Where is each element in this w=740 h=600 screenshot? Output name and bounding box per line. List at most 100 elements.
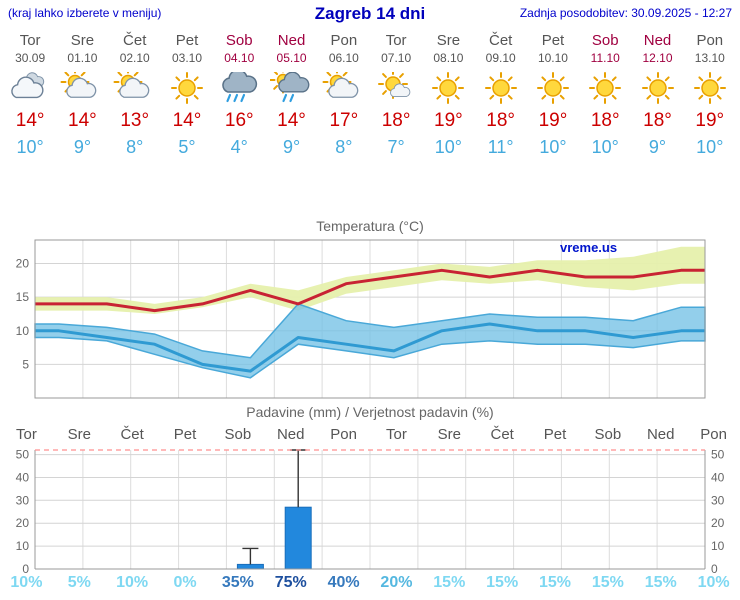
precip-probability: 15% bbox=[644, 574, 677, 591]
precipitation-probability-row: 10% 5% 10% 0% 35% 75% 40% 20% 15% 15% 15% 15% 15% 10% bbox=[0, 574, 740, 592]
precip-bar bbox=[236, 563, 264, 570]
day-min-temp: 10° bbox=[591, 137, 619, 157]
precip-probability: 20% bbox=[380, 574, 413, 591]
day-date: 07.10 bbox=[381, 51, 412, 65]
day-max-temp: 14° bbox=[172, 110, 202, 131]
day-min-temp: 8° bbox=[335, 137, 353, 157]
temperature-chart-title: Temperatura (°C) bbox=[316, 218, 424, 234]
day-date: 13.10 bbox=[694, 51, 725, 65]
day-column: Pet 03.10 14° 5° bbox=[161, 32, 213, 158]
day-name: Sob bbox=[225, 32, 253, 49]
day-max-temp: 13° bbox=[120, 110, 150, 131]
svg-text:10: 10 bbox=[16, 539, 30, 553]
svg-text:40: 40 bbox=[711, 471, 725, 485]
svg-text:50: 50 bbox=[16, 448, 30, 462]
precip-probability: 0% bbox=[173, 574, 197, 591]
day-column: Tor 30.09 14° 10° bbox=[4, 32, 56, 158]
day-max-temp: 14° bbox=[15, 110, 45, 131]
day-date: 11.10 bbox=[590, 51, 620, 65]
day-column: Ned 05.10 14° 9° bbox=[265, 32, 317, 158]
day-date: 05.10 bbox=[276, 51, 307, 65]
precip-day-label: Pet bbox=[173, 426, 197, 443]
day-min-temp: 4° bbox=[230, 137, 248, 157]
site-watermark[interactable]: vreme.us bbox=[560, 240, 617, 255]
sun-icon bbox=[631, 71, 683, 105]
day-column: Pon 06.10 17° 8° bbox=[318, 32, 370, 158]
day-column: Čet 09.10 18° 11° bbox=[475, 32, 527, 158]
day-column: Čet 02.10 13° 8° bbox=[109, 32, 161, 158]
day-max-temp: 16° bbox=[224, 110, 254, 131]
precip-bar bbox=[284, 506, 312, 570]
day-max-temp: 19° bbox=[434, 110, 463, 131]
precip-probability: 35% bbox=[221, 574, 254, 591]
precip-probability: 75% bbox=[274, 574, 307, 591]
precip-day-label: Pet bbox=[543, 426, 567, 443]
day-max-temp: 14° bbox=[68, 110, 97, 131]
day-max-temp: 17° bbox=[329, 110, 359, 131]
day-name: Ned bbox=[277, 32, 306, 49]
sun-icon bbox=[527, 71, 579, 105]
menu-note: (kraj lahko izberete v meniju) bbox=[8, 6, 162, 20]
svg-text:10: 10 bbox=[16, 324, 30, 338]
precip-day-label: Tor bbox=[386, 426, 407, 443]
precip-day-label: Pon bbox=[700, 426, 727, 443]
sun-cloud-icon bbox=[318, 71, 370, 105]
svg-text:0: 0 bbox=[22, 562, 29, 576]
svg-text:20: 20 bbox=[711, 516, 725, 530]
sun-icon bbox=[475, 71, 527, 105]
day-column: Ned 12.10 18° 9° bbox=[631, 32, 683, 158]
day-min-temp: 9° bbox=[282, 137, 301, 157]
svg-text:40: 40 bbox=[16, 471, 30, 485]
precip-probability: 10% bbox=[116, 574, 149, 591]
temperature-chart: 5 10 15 20 vreme.us bbox=[16, 239, 706, 399]
rain-sun-icon bbox=[265, 71, 317, 105]
sun-icon bbox=[422, 71, 474, 105]
day-date: 09.10 bbox=[485, 51, 516, 65]
sun-icon bbox=[161, 71, 213, 105]
precip-day-label: Sob bbox=[594, 426, 622, 443]
precip-probability: 10% bbox=[697, 574, 730, 591]
precip-day-label: Sre bbox=[67, 426, 91, 443]
sun-cloud-icon bbox=[109, 71, 161, 105]
day-name: Ned bbox=[643, 32, 672, 49]
precipitation-chart-title: Padavine (mm) / Verjetnost padavin (%) bbox=[246, 404, 494, 420]
day-max-temp: 18° bbox=[590, 110, 620, 131]
precip-probability: 40% bbox=[327, 574, 360, 591]
day-date: 06.10 bbox=[328, 51, 359, 65]
sun-icon bbox=[579, 71, 631, 105]
day-name: Čet bbox=[489, 32, 513, 49]
day-max-temp: 18° bbox=[381, 110, 411, 131]
day-column: Pet 10.10 19° 10° bbox=[527, 32, 579, 158]
day-min-temp: 10° bbox=[434, 137, 462, 157]
svg-text:10: 10 bbox=[711, 539, 725, 553]
day-column: Sob 04.10 16° 4° bbox=[213, 32, 265, 158]
page-title: Zagreb 14 dni bbox=[314, 4, 426, 23]
last-updated: Zadnja posodobitev: 30.09.2025 - 12:27 bbox=[519, 6, 732, 20]
svg-text:5: 5 bbox=[22, 357, 29, 371]
precip-probability: 15% bbox=[539, 574, 572, 591]
day-min-temp: 10° bbox=[696, 137, 724, 157]
day-name: Tor bbox=[385, 32, 407, 49]
precip-probability: 15% bbox=[591, 574, 624, 591]
top-bar: (kraj lahko izberete v meniju) Zagreb 14… bbox=[0, 3, 740, 25]
sun-cloud-icon bbox=[56, 71, 108, 105]
day-max-temp: 18° bbox=[486, 110, 516, 131]
precipitation-chart: 0 0 10 10 20 20 30 30 40 40 50 50 bbox=[16, 448, 725, 576]
day-date: 04.10 bbox=[224, 51, 255, 65]
day-min-temp: 5° bbox=[178, 137, 196, 157]
day-name: Pon bbox=[696, 32, 724, 49]
day-name: Pet bbox=[541, 32, 565, 49]
svg-text:15: 15 bbox=[16, 290, 30, 304]
precip-day-label: Ned bbox=[646, 426, 675, 443]
day-date: 03.10 bbox=[171, 51, 202, 65]
day-column: Sob 11.10 18° 10° bbox=[579, 32, 631, 158]
svg-text:20: 20 bbox=[16, 516, 30, 530]
day-date: 01.10 bbox=[67, 51, 98, 65]
day-name: Sob bbox=[591, 32, 619, 49]
day-min-temp: 10° bbox=[539, 137, 567, 157]
day-min-temp: 9° bbox=[648, 137, 667, 157]
day-min-temp: 10° bbox=[16, 137, 44, 157]
day-max-temp: 18° bbox=[643, 110, 672, 131]
day-max-temp: 19° bbox=[695, 110, 725, 131]
svg-text:30: 30 bbox=[711, 493, 725, 507]
